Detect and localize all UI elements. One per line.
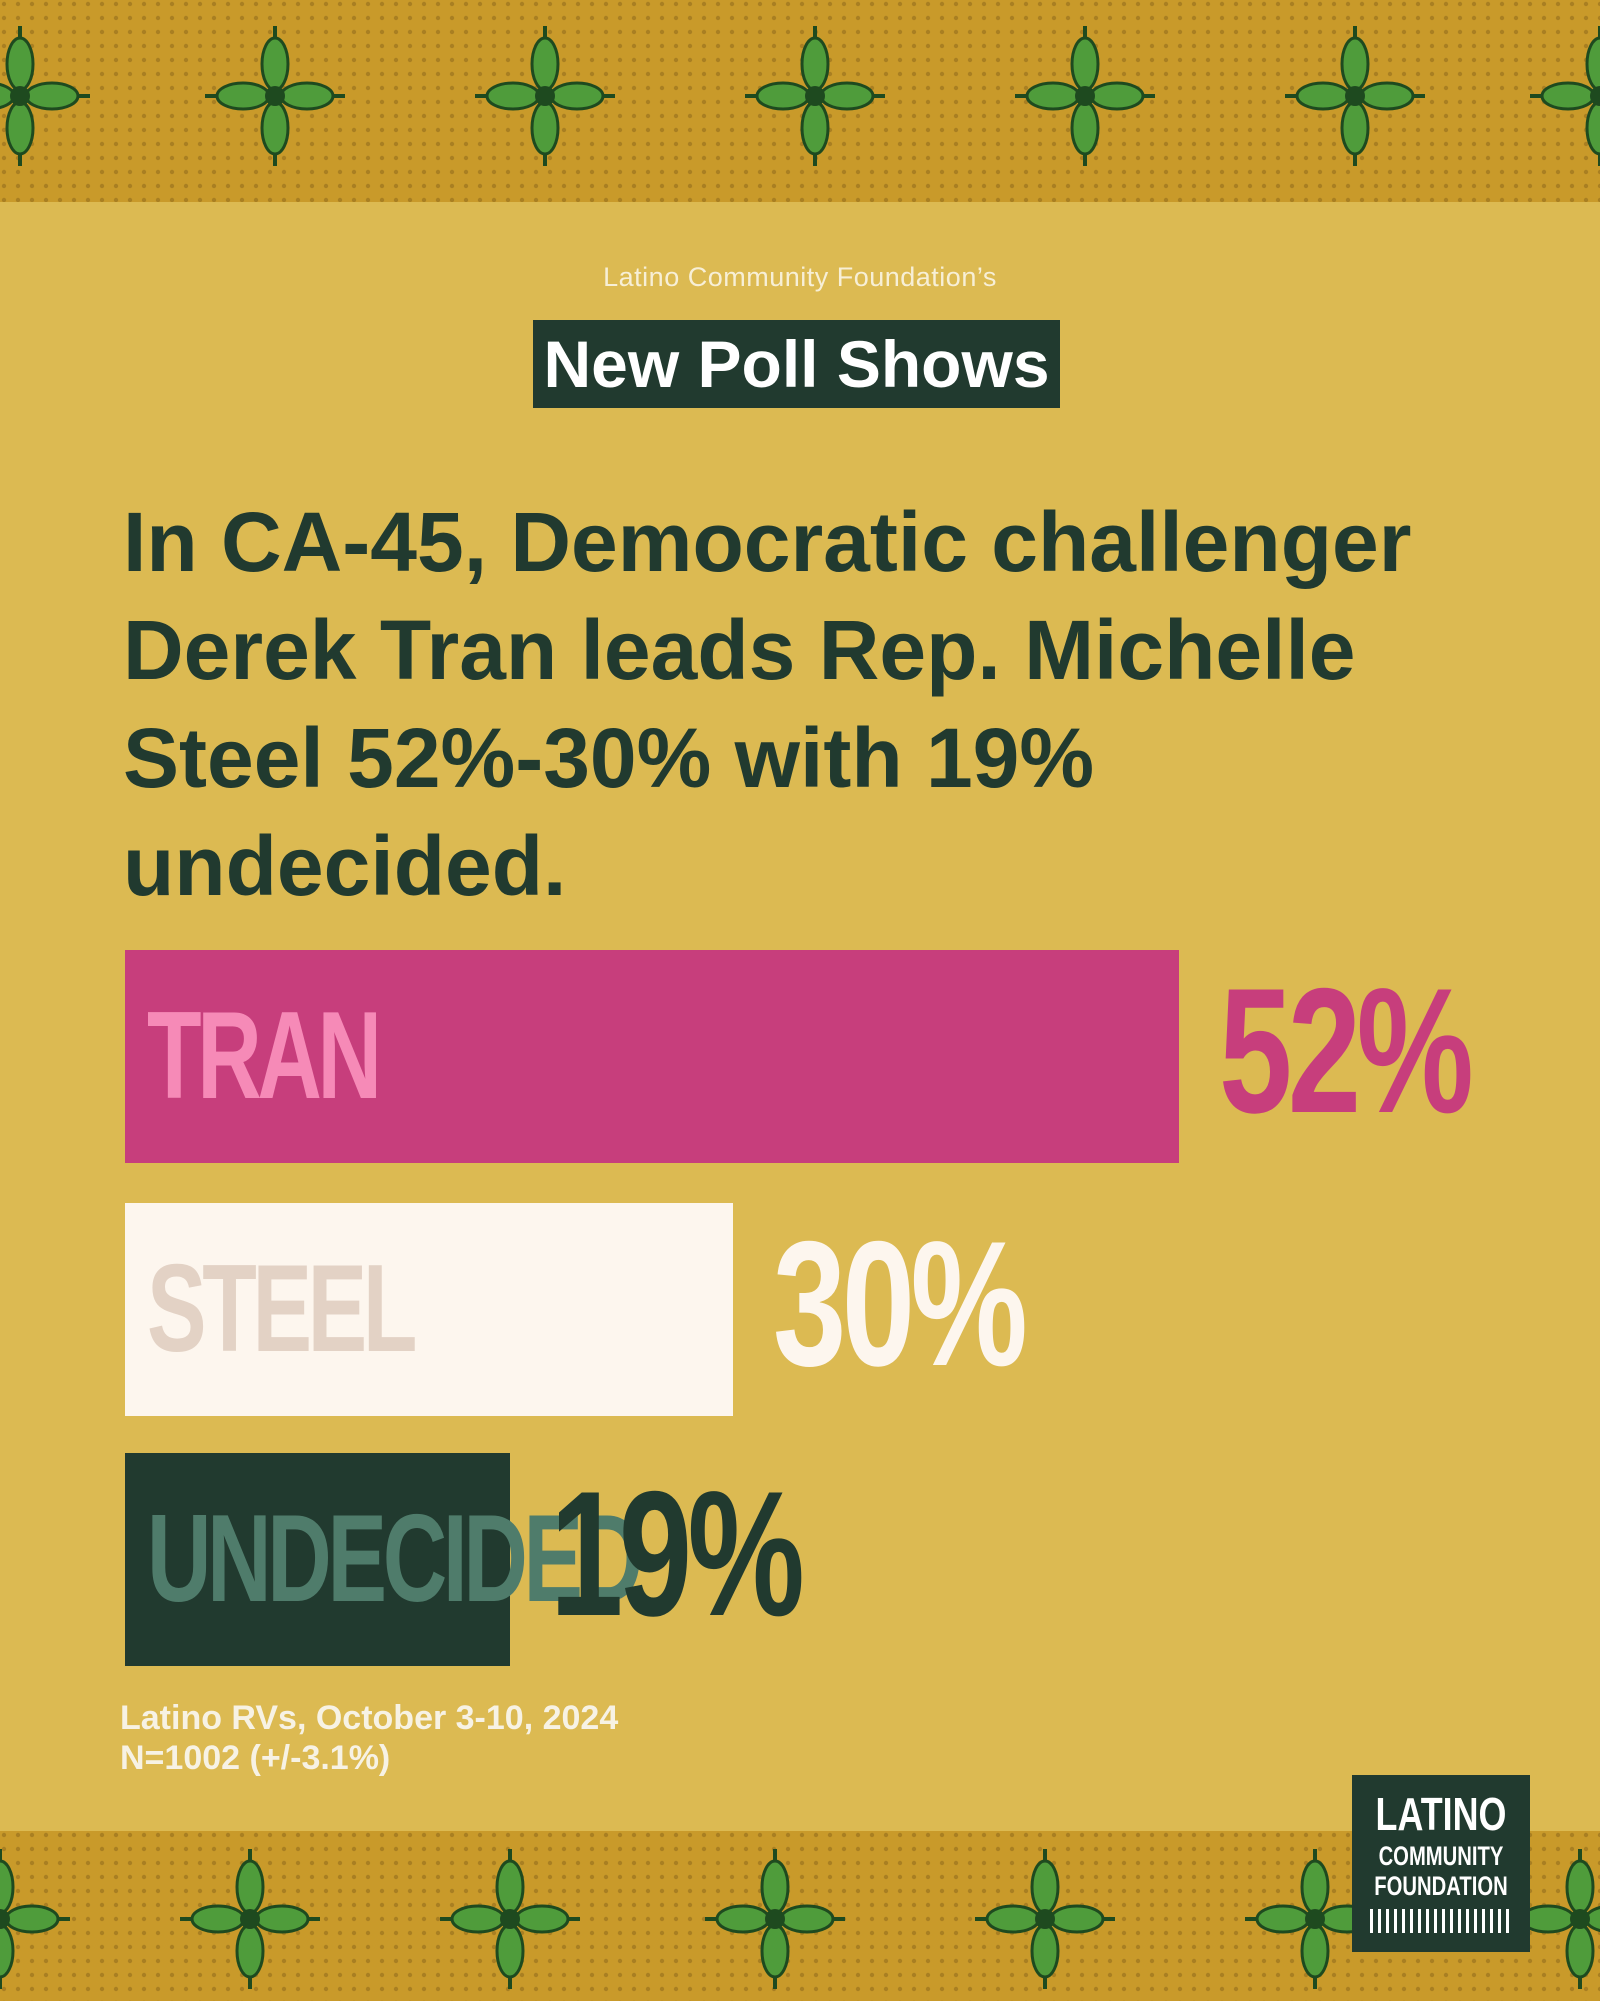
source-line: N=1002 (+/-3.1%) [120,1739,391,1777]
lcf-logo: LATINO COMMUNITY FOUNDATION [1352,1775,1530,1952]
headline-line: undecided. [123,819,567,913]
bar-tran: TRAN [125,950,1179,1163]
floral-pattern [0,0,1600,202]
headline-line: Derek Tran leads Rep. Michelle [123,603,1356,697]
poll-title: New Poll Shows [533,320,1060,408]
floral-pattern [0,1831,1600,2001]
bar-label-undecided: UNDECIDED [147,1490,643,1628]
headline-line: Steel 52%-30% with 19% [123,711,1095,805]
bar-label-tran: TRAN [147,987,382,1125]
logo-line: LATINO [1375,1788,1507,1840]
logo-line: FOUNDATION [1374,1871,1508,1901]
value-label-tran: 52% [1219,951,1474,1150]
bottom-pattern-border [0,1831,1600,2001]
bar-steel: STEEL [125,1203,733,1416]
logo-ticks [1370,1909,1512,1933]
value-label-steel: 30% [773,1204,1028,1403]
value-label-undecided: 19% [550,1454,805,1653]
org-line: Latino Community Foundation’s [603,262,997,292]
bar-undecided: UNDECIDED [125,1453,643,1666]
headline: In CA-45, Democratic challenger Derek Tr… [123,488,1523,920]
logo-line: COMMUNITY [1378,1841,1504,1871]
bar-label-steel: STEEL [147,1240,417,1378]
source-line: Latino RVs, October 3-10, 2024 [120,1699,619,1737]
top-pattern-border [0,0,1600,202]
source-note: Latino RVs, October 3-10, 2024 N=1002 (+… [120,1698,618,1778]
headline-line: In CA-45, Democratic challenger [123,495,1412,589]
